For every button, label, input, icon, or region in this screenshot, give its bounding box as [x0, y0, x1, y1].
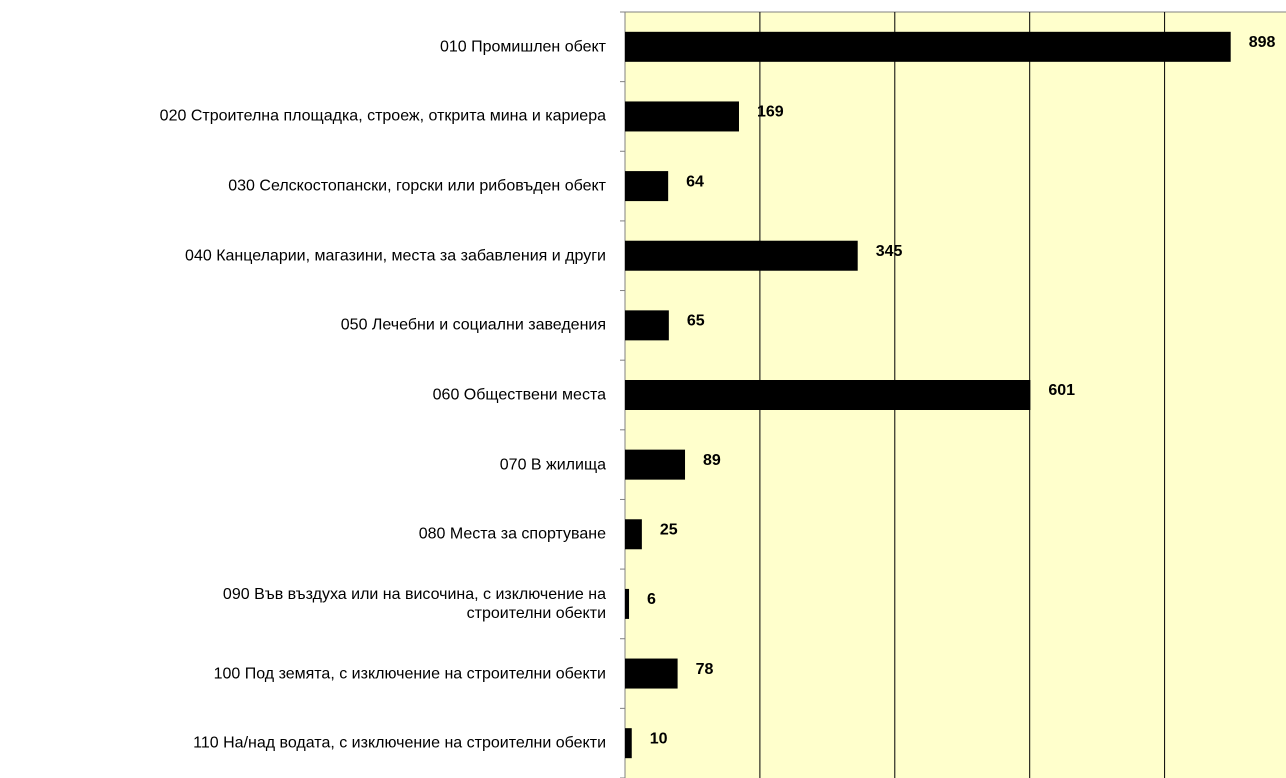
- value-label: 6: [647, 591, 656, 608]
- value-label: 89: [703, 452, 721, 469]
- value-label: 898: [1249, 34, 1276, 51]
- category-label: 050 Лечебни и социални заведения: [340, 316, 606, 334]
- category-label: 020 Строителна площадка, строеж, открита…: [159, 107, 606, 125]
- bar: [625, 519, 642, 550]
- bar: [625, 240, 858, 271]
- bar: [625, 101, 739, 132]
- category-label: 110 На/над водата, с изключение на строи…: [193, 734, 606, 752]
- value-label: 78: [696, 661, 714, 678]
- value-label: 345: [876, 243, 903, 260]
- bar: [625, 171, 669, 202]
- category-label: 040 Канцеларии, магазини, места за забав…: [185, 247, 606, 265]
- category-label: 080 Места за спортуване: [418, 525, 606, 543]
- category-label: 100 Под земята, с изключение на строител…: [213, 665, 606, 683]
- value-label: 65: [687, 313, 705, 330]
- value-label: 601: [1048, 382, 1075, 399]
- bar: [625, 380, 1031, 410]
- bar: [625, 31, 1231, 62]
- value-label: 64: [686, 173, 704, 190]
- bar: [625, 728, 632, 759]
- bar: [625, 588, 630, 619]
- value-label: 10: [650, 730, 668, 747]
- category-label: 090 Във въздуха или на височина, с изклю…: [222, 585, 606, 622]
- bar: [625, 310, 669, 341]
- bar: [625, 658, 678, 689]
- category-label: 060 Обществени места: [432, 386, 606, 404]
- bar: [625, 449, 686, 480]
- value-label: 25: [660, 521, 678, 538]
- category-label: 030 Селскостопански, горски или рибовъде…: [228, 177, 606, 195]
- value-label: 169: [757, 104, 784, 121]
- category-label: 010 Промишлен обект: [439, 38, 606, 56]
- category-label: 070 В жилища: [499, 456, 606, 474]
